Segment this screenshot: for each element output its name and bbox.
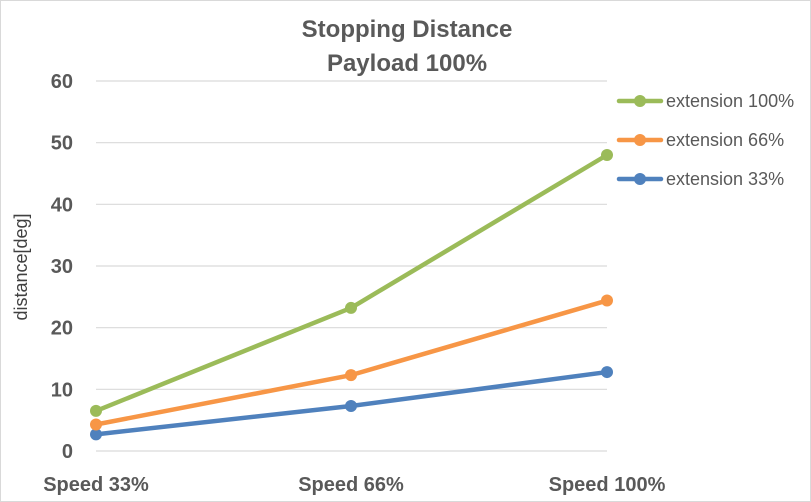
legend-label: extension 66%: [666, 130, 784, 150]
legend-item: extension 66%: [616, 130, 784, 150]
y-axis-label: distance[deg]: [11, 213, 31, 320]
series-extension-33-: [90, 366, 613, 441]
x-tick-label: Speed 33%: [43, 474, 149, 496]
legend-item: extension 33%: [616, 169, 784, 189]
legend: extension 100% extension 66% extension 33%: [616, 91, 794, 189]
series-extension-100-: [90, 149, 613, 417]
data-point: [90, 418, 102, 431]
data-point: [345, 301, 357, 314]
legend-item: extension 100%: [616, 91, 794, 111]
gridlines: [96, 80, 607, 452]
legend-swatch-marker: [634, 95, 646, 107]
chart-subtitle: Payload 100%: [327, 50, 487, 77]
data-point: [345, 369, 357, 382]
legend-swatch-marker: [634, 134, 646, 146]
y-tick-label: 60: [51, 71, 73, 93]
data-point: [90, 428, 102, 441]
series-extension-66-: [90, 294, 613, 431]
x-axis-ticks: Speed 33% Speed 66% Speed 100%: [43, 474, 665, 496]
series-layer: [90, 149, 613, 441]
data-point: [90, 404, 102, 417]
legend-swatch-marker: [634, 173, 646, 185]
y-tick-label: 30: [51, 256, 73, 278]
legend-label: extension 100%: [666, 91, 794, 111]
data-point: [345, 399, 357, 412]
y-tick-label: 0: [62, 441, 73, 463]
x-tick-label: Speed 100%: [549, 474, 666, 496]
data-point: [601, 149, 613, 161]
x-tick-label: Speed 66%: [298, 474, 404, 496]
y-tick-label: 20: [51, 318, 73, 340]
y-tick-label: 50: [51, 133, 73, 155]
y-axis-ticks: 0 10 20 30 40 50 60: [51, 71, 73, 463]
legend-label: extension 33%: [666, 169, 784, 189]
y-tick-label: 40: [51, 194, 73, 216]
data-point: [601, 294, 613, 307]
chart-title: Stopping Distance: [302, 16, 513, 43]
y-tick-label: 10: [51, 379, 73, 401]
data-point: [601, 366, 613, 379]
